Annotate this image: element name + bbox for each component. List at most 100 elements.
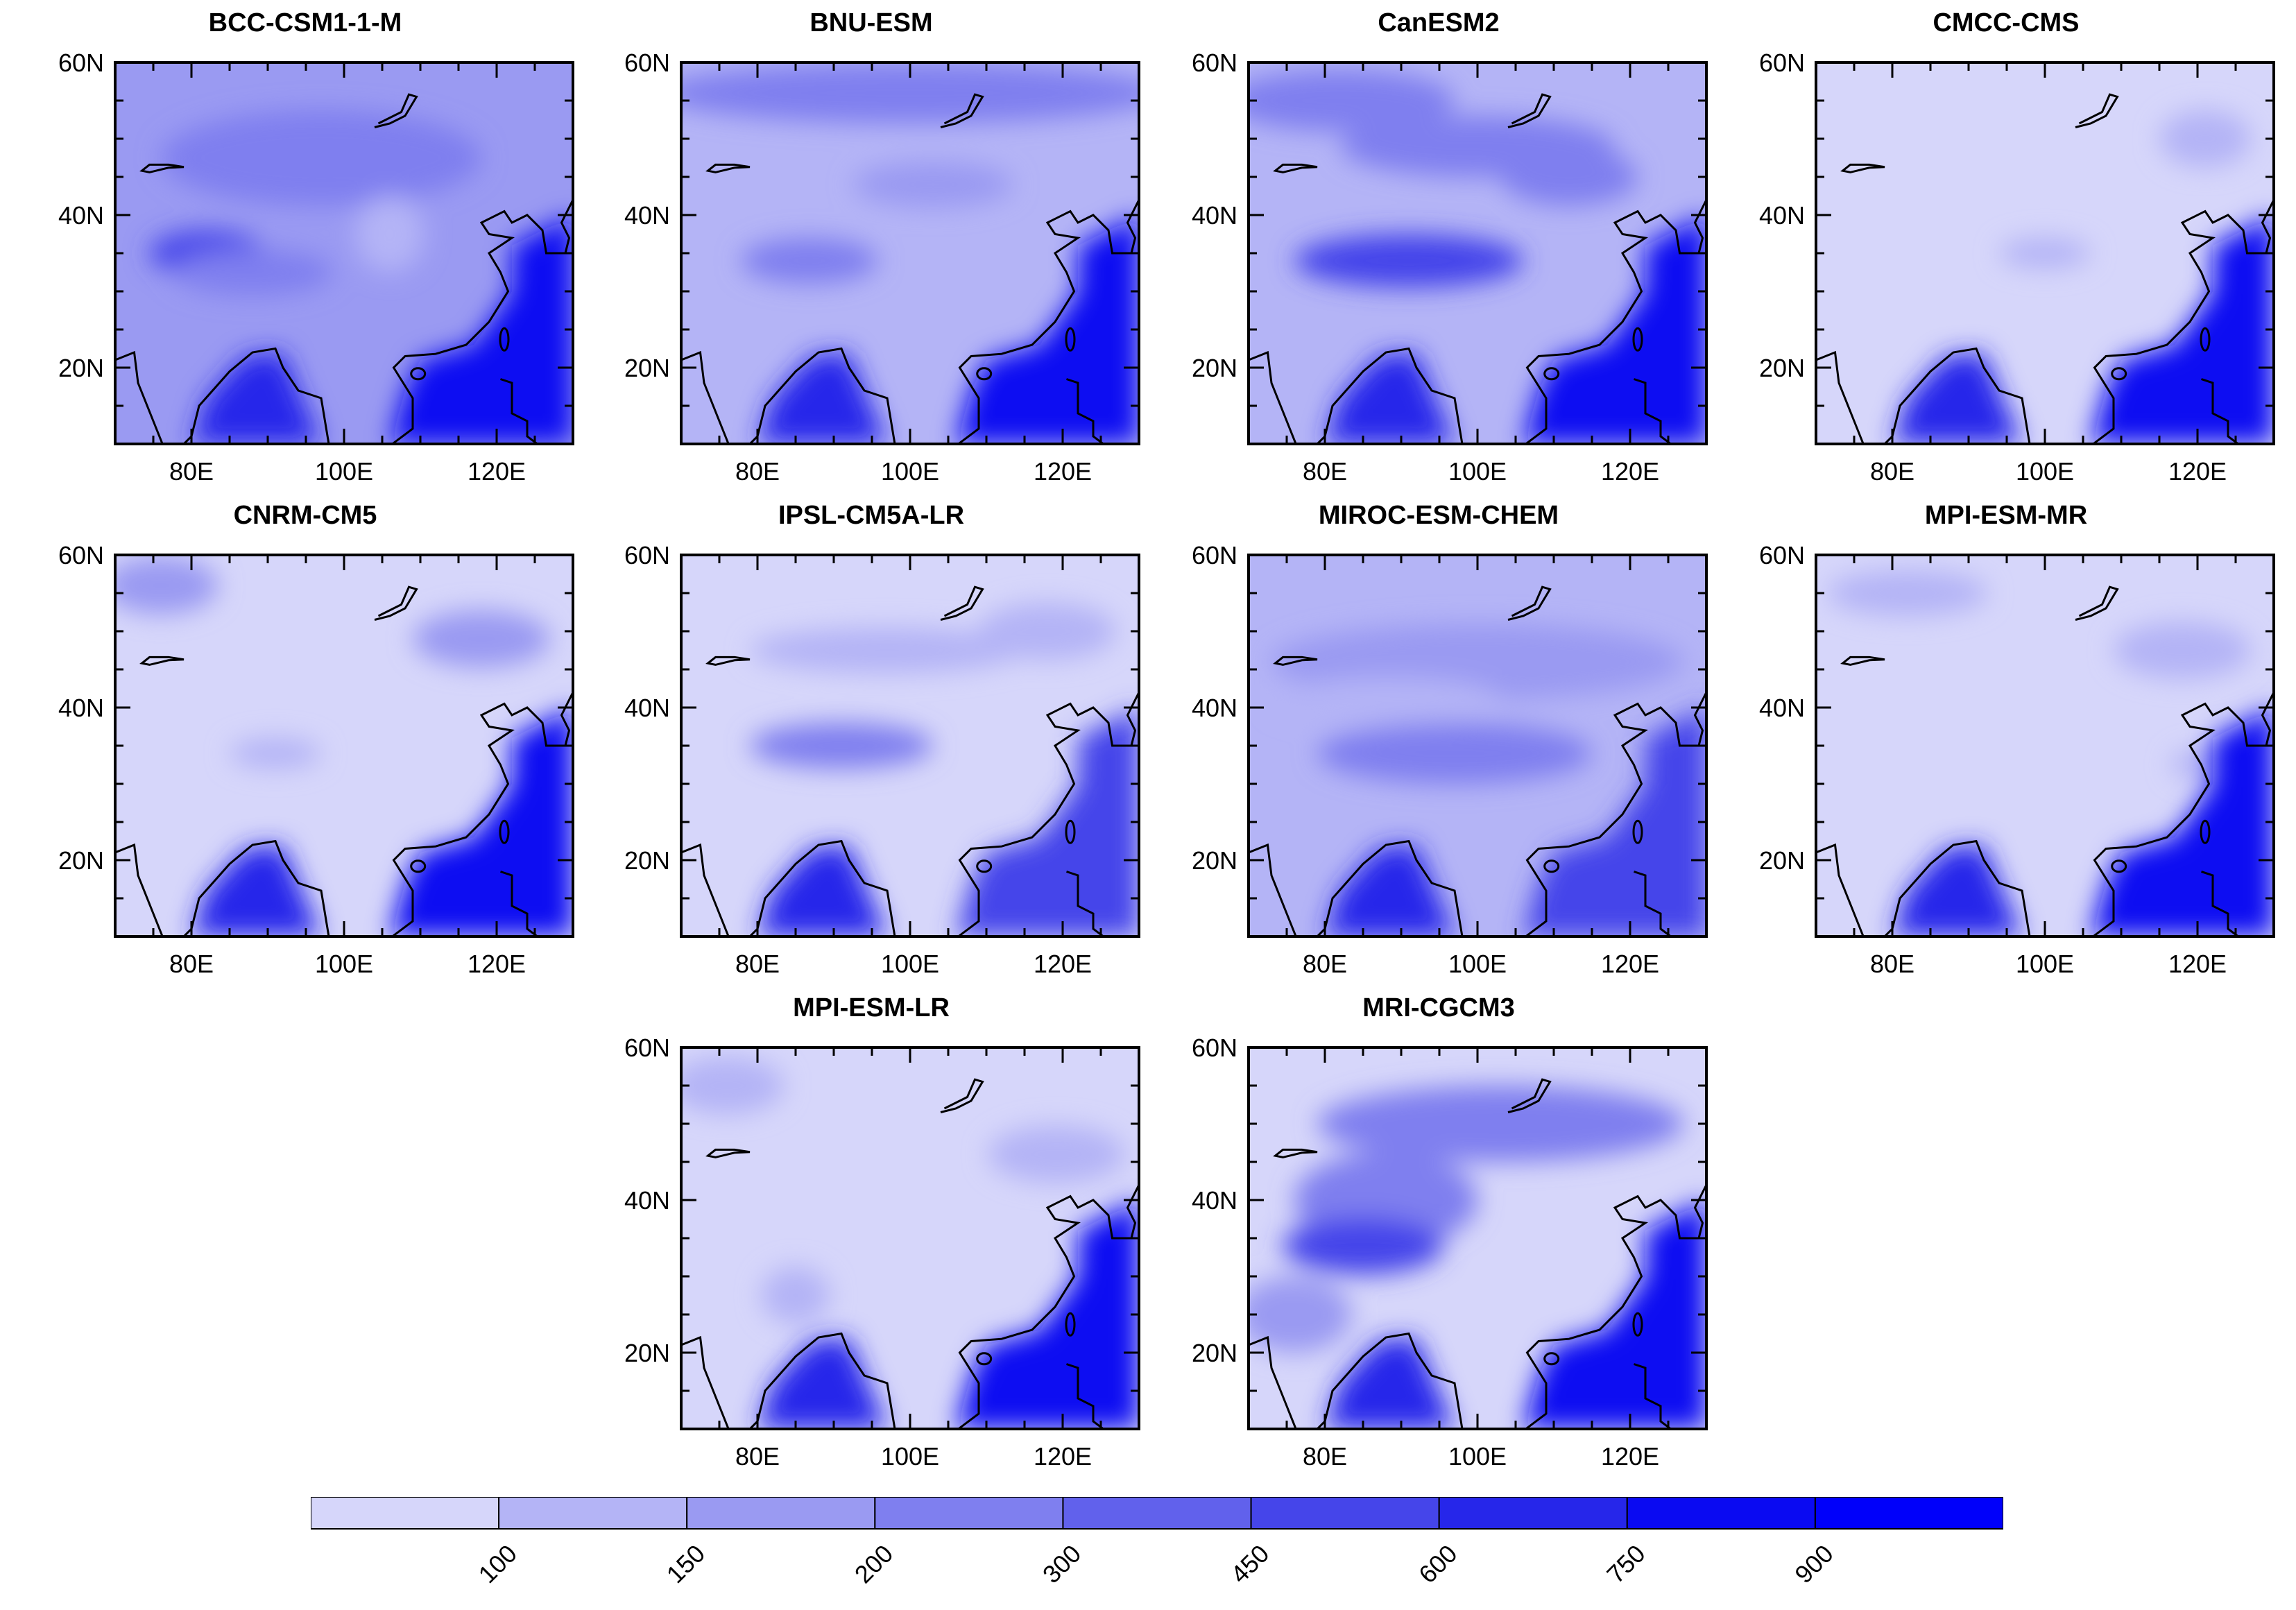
coastline-philippines [500, 378, 540, 444]
panel-title: MRI-CGCM3 [1362, 993, 1515, 1022]
coastline-taiwan [1632, 327, 1643, 352]
colorbar-swatch [1250, 1497, 1440, 1530]
colorbar-label: 150 [661, 1539, 710, 1588]
coastline-hainan [1543, 367, 1560, 381]
contour-blob [979, 602, 1116, 660]
lake-balkhash [1840, 656, 1885, 666]
panel-cmcc-cms: CMCC-CMS 60N 40N 20N 80E 100E 120E [1722, 7, 2290, 499]
coastline-south-asia [1816, 839, 2031, 936]
lat-label: 20N [624, 354, 670, 382]
map-plot: 60N 40N 20N 80E 100E 120E [58, 541, 574, 978]
lat-label: 60N [58, 541, 104, 570]
map-plot: 60N 40N 20N 80E 100E 120E [1192, 541, 1708, 978]
coastline-philippines [1634, 871, 1673, 936]
pacific-field [956, 708, 1139, 936]
pacific-field [390, 215, 573, 444]
lon-label: 100E [881, 457, 939, 486]
lon-label: 80E [735, 457, 780, 486]
coastline [115, 585, 573, 936]
lon-label: 120E [1601, 1442, 1659, 1471]
contour-blob [2159, 110, 2251, 168]
coastline-hainan [410, 367, 427, 381]
coastline-east-asia [367, 199, 573, 444]
lon-label: 120E [468, 457, 526, 486]
coastline-taiwan [1632, 819, 1643, 844]
map-field [1816, 555, 2274, 936]
lat-label: 60N [1192, 49, 1237, 77]
colorbar-label: 100 [473, 1539, 522, 1588]
map-field [115, 555, 573, 936]
pacific-field [2091, 708, 2274, 936]
coastline-south-asia [681, 1332, 896, 1429]
lake-baikal [940, 585, 984, 621]
coastline-taiwan [499, 819, 510, 844]
axis-ticks [680, 61, 1140, 445]
lon-label: 120E [1034, 950, 1092, 978]
coastline-south-asia [115, 347, 330, 444]
panel-mri-cgcm3: MRI-CGCM3 60N 40N 20N 80E 100E 120E [1154, 992, 1723, 1484]
lat-label: 40N [1759, 694, 1805, 722]
lon-label: 80E [735, 1442, 780, 1471]
pacific-field [1523, 1200, 1706, 1429]
coastline-east-asia [2068, 199, 2274, 444]
lon-label: 100E [315, 950, 373, 978]
lon-label: 120E [1601, 457, 1659, 486]
coastline [1816, 585, 2274, 936]
panel-ipsl-cm5a-lr: IPSL-CM5A-LR 60N 40N 20N 80E 100E 120E [587, 499, 1156, 992]
lon-label: 120E [2168, 950, 2227, 978]
coastline-east-asia [933, 692, 1139, 936]
contour-blob [1999, 238, 2091, 268]
lon-label: 120E [1034, 457, 1092, 486]
map-field [1816, 62, 2274, 444]
coastline-east-asia [367, 692, 573, 936]
contour-blob [1283, 1217, 1443, 1275]
map-plot: 60N 40N 20N 80E 100E 120E [1759, 49, 2275, 486]
panel-bnu-esm: BNU-ESM 60N 40N 20N 80E 100E 120E [587, 7, 1156, 499]
lake-baikal [374, 585, 418, 621]
coastline-taiwan [1632, 1312, 1643, 1337]
lat-label: 60N [624, 1034, 670, 1062]
panel-mpi-esm-lr: MPI-ESM-LR 60N 40N 20N 80E 100E 120E [587, 992, 1156, 1484]
coastline-south-asia [681, 347, 896, 444]
panel-title: CanESM2 [1378, 8, 1500, 37]
coastline-taiwan [1065, 819, 1076, 844]
lat-label: 40N [624, 201, 670, 230]
lake-balkhash [705, 163, 751, 173]
coastline-south-asia [681, 839, 896, 936]
lake-balkhash [139, 163, 185, 173]
lon-label: 100E [2016, 457, 2074, 486]
colorbar-swatch [498, 1497, 688, 1530]
lat-label: 40N [1192, 694, 1237, 722]
colorbar-swatch [1814, 1497, 2003, 1530]
lat-label: 60N [624, 49, 670, 77]
coastline-hainan [976, 367, 993, 381]
lat-label: 20N [1192, 846, 1237, 875]
map-field [1249, 62, 1706, 444]
lake-balkhash [705, 1148, 751, 1158]
lon-label: 80E [1303, 457, 1347, 486]
pacific-field [956, 1200, 1139, 1429]
pacific-field [956, 215, 1139, 444]
coastline [681, 585, 1139, 936]
contour-blob [172, 249, 333, 296]
map-field [681, 62, 1139, 444]
contour-blob [355, 196, 425, 273]
map-plot: 60N 40N 20N 80E 100E 120E [624, 541, 1140, 978]
lon-label: 120E [1034, 1442, 1092, 1471]
map-field [1249, 1047, 1706, 1429]
coastline [1249, 93, 1706, 444]
lat-label: 40N [1759, 201, 1805, 230]
lat-label: 40N [624, 1186, 670, 1215]
coastline-east-asia [1500, 692, 1706, 936]
colorbar-label: 300 [1037, 1539, 1086, 1588]
coastline-taiwan [1065, 327, 1076, 352]
lon-label: 100E [2016, 950, 2074, 978]
coastline-philippines [500, 871, 540, 936]
lon-label: 100E [1448, 1442, 1507, 1471]
contour-blob [1249, 1276, 1352, 1353]
map-field [115, 62, 573, 444]
lake-baikal [1507, 93, 1552, 128]
contour-blob [1294, 234, 1523, 288]
coastline [1249, 1078, 1706, 1429]
coastline-south-asia [1249, 347, 1464, 444]
